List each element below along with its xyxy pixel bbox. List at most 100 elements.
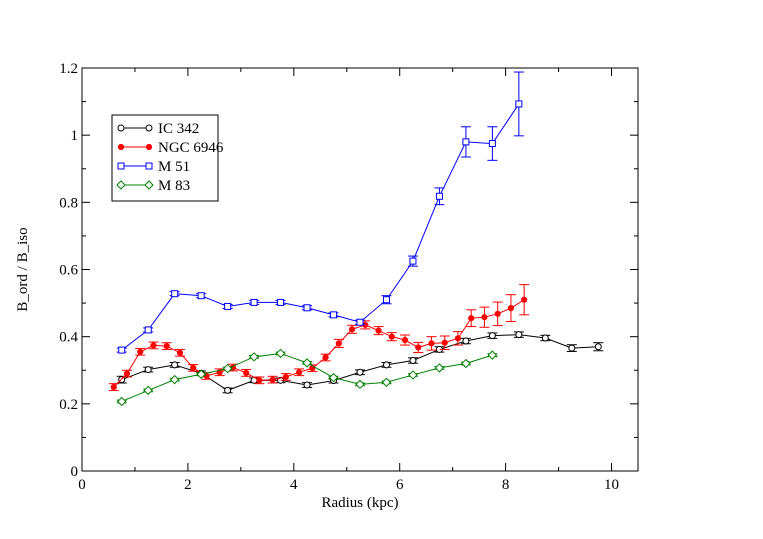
x-tick-label: 8 <box>502 477 510 493</box>
data-point <box>190 364 197 371</box>
data-point <box>435 192 443 200</box>
data-point <box>348 326 356 333</box>
data-point <box>196 369 206 379</box>
data-point <box>382 296 390 304</box>
data-point <box>176 349 184 356</box>
data-point <box>409 357 417 365</box>
legend-marker <box>117 124 125 132</box>
data-point <box>507 305 515 312</box>
data-point <box>468 315 475 322</box>
data-point <box>144 366 152 374</box>
y-tick-label: 0.8 <box>59 195 78 211</box>
data-point <box>441 339 448 346</box>
data-point <box>144 326 152 334</box>
legend-entry: NGC 6946 <box>117 140 224 156</box>
data-point <box>494 310 501 317</box>
legend-box <box>111 114 219 202</box>
y-tick-label: 0 <box>71 464 79 480</box>
axes: 0 2 4 6 8 10 0 0.2 0.4 0.6 0.8 1 1.2 <box>59 61 638 493</box>
x-tick-label: 10 <box>604 477 619 493</box>
series-m-51 <box>116 71 524 354</box>
legend-entry: M 83 <box>116 178 190 194</box>
data-point <box>462 138 470 146</box>
legend-marker <box>145 162 153 170</box>
data-point <box>355 379 365 390</box>
x-axis-label: Radius (kpc) <box>321 495 398 511</box>
data-point <box>117 396 127 407</box>
data-point <box>381 377 392 388</box>
x-tick-label: 4 <box>290 477 298 493</box>
legend-entry: M 51 <box>117 159 190 175</box>
legend-label: M 51 <box>158 159 190 175</box>
data-point <box>594 343 602 351</box>
data-point <box>249 352 259 362</box>
data-point <box>296 369 303 376</box>
data-point <box>243 369 250 377</box>
data-point <box>143 385 153 396</box>
data-point <box>275 348 286 359</box>
data-point <box>150 342 157 349</box>
data-point <box>224 302 232 310</box>
data-point <box>461 358 471 369</box>
data-point <box>515 331 523 339</box>
data-point <box>382 361 390 369</box>
y-tick-label: 0.4 <box>59 330 78 346</box>
data-point <box>487 350 498 360</box>
legend-label: M 83 <box>158 178 190 194</box>
data-point <box>118 346 126 354</box>
data-point <box>330 311 338 319</box>
data-point <box>568 344 576 352</box>
legend-marker <box>117 162 125 170</box>
data-point <box>224 386 232 394</box>
data-point <box>137 348 144 355</box>
data-point <box>454 335 462 342</box>
legend-marker <box>145 143 153 151</box>
x-tick-label: 0 <box>78 477 86 493</box>
y-tick-label: 0.6 <box>59 263 78 279</box>
data-point <box>541 334 549 342</box>
data-point <box>356 318 364 326</box>
data-point <box>415 344 422 351</box>
data-point <box>388 333 395 340</box>
data-point <box>123 370 131 377</box>
legend-marker <box>116 180 126 190</box>
data-point <box>328 372 339 383</box>
legend-label: NGC 6946 <box>158 140 224 156</box>
data-point <box>408 370 418 380</box>
data-point <box>277 298 285 306</box>
y-tick-label: 0.2 <box>59 397 78 413</box>
y-tick-label: 1.2 <box>59 61 78 77</box>
data-point <box>282 373 289 381</box>
data-point <box>521 296 528 303</box>
series-line <box>121 103 520 351</box>
data-point <box>269 376 276 383</box>
y-axis-label: B_ord / B_iso <box>15 227 31 311</box>
data-point <box>428 340 435 347</box>
x-tick-label: 6 <box>396 477 404 493</box>
data-point <box>401 336 409 344</box>
legend-marker <box>144 180 154 190</box>
data-point <box>488 140 496 148</box>
data-point <box>197 292 205 300</box>
data-point <box>515 100 523 108</box>
data-point <box>303 304 311 312</box>
data-point <box>356 368 364 376</box>
data-point <box>163 342 170 350</box>
data-point <box>250 298 258 306</box>
data-point <box>302 358 312 368</box>
data-point <box>462 337 470 345</box>
data-point <box>110 383 117 391</box>
legend-marker <box>117 143 125 151</box>
legend-entry: IC 342 <box>117 121 199 137</box>
data-point <box>171 361 179 369</box>
y-tick-label: 1 <box>71 128 79 144</box>
data-point <box>322 354 329 361</box>
legend: IC 342 NGC 6946 M 51 M 83 <box>111 114 224 202</box>
data-point <box>409 257 417 265</box>
data-point <box>488 332 496 340</box>
x-tick-label: 2 <box>184 477 192 493</box>
data-point <box>375 327 382 334</box>
data-point <box>256 377 263 384</box>
series-ngc-6946 <box>108 284 530 391</box>
